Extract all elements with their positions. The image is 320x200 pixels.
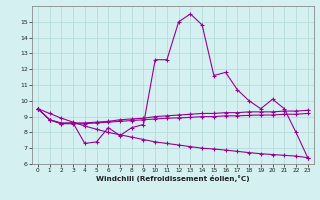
- X-axis label: Windchill (Refroidissement éolien,°C): Windchill (Refroidissement éolien,°C): [96, 175, 250, 182]
